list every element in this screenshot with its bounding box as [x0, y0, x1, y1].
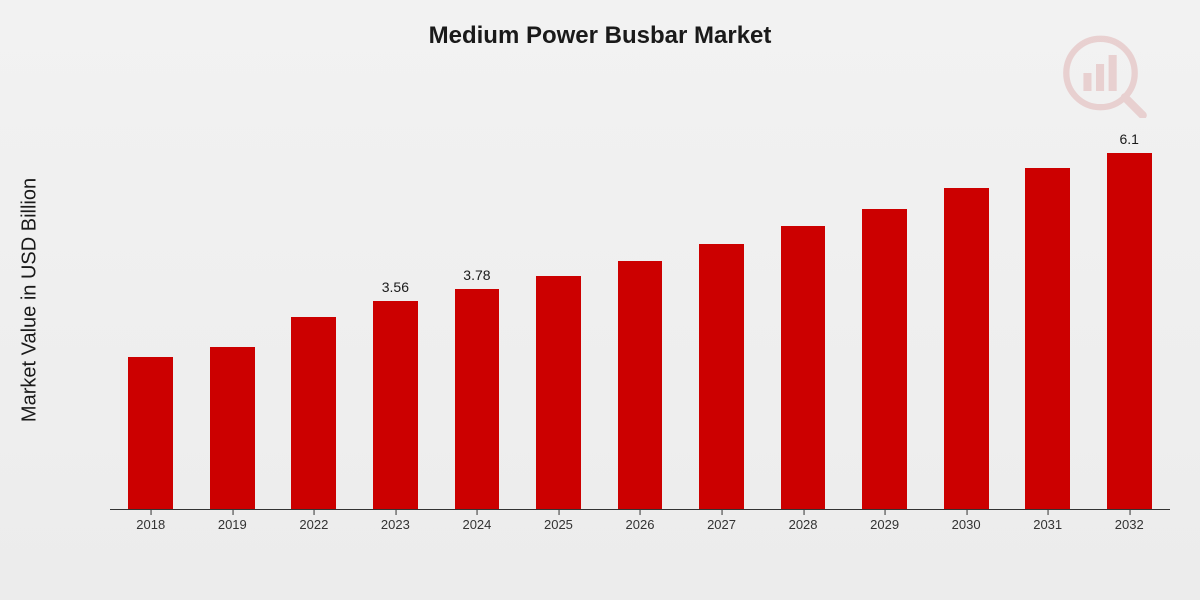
data-bar: [455, 289, 500, 509]
bar-value-label: 3.78: [463, 267, 490, 283]
data-bar: [291, 317, 336, 509]
data-bar: [536, 276, 581, 509]
x-tick-label: 2026: [626, 517, 655, 532]
data-bar: [944, 188, 989, 509]
data-bar: [618, 261, 663, 509]
data-bar: [862, 209, 907, 509]
chart-title: Medium Power Busbar Market: [0, 0, 1200, 50]
data-bar: [373, 301, 418, 509]
x-tick-label: 2025: [544, 517, 573, 532]
x-tick-label: 2022: [299, 517, 328, 532]
x-tick-label: 2029: [870, 517, 899, 532]
x-tick-label: 2030: [952, 517, 981, 532]
y-axis-label: Market Value in USD Billion: [19, 56, 42, 300]
bar-value-label: 6.1: [1119, 131, 1138, 147]
data-bar: [1025, 168, 1070, 509]
bar-value-label: 3.56: [382, 279, 409, 295]
x-tick-label: 2028: [789, 517, 818, 532]
data-bar: [128, 357, 173, 509]
data-bar: [210, 347, 255, 509]
data-bar: [781, 226, 826, 509]
x-tick-label: 2018: [136, 517, 165, 532]
data-bar: [699, 244, 744, 509]
x-tick-label: 2019: [218, 517, 247, 532]
bar-chart: 2018 2019 2022 2023 3.56 2024 3.78 2025 2026 2027…: [110, 100, 1170, 540]
x-tick-label: 2032: [1115, 517, 1144, 532]
x-tick-label: 2031: [1033, 517, 1062, 532]
data-bar: [1107, 153, 1152, 509]
plot-area: 20182019202220233.5620243.78202520262027…: [110, 130, 1170, 510]
x-tick-label: 2024: [462, 517, 491, 532]
x-tick-label: 2023: [381, 517, 410, 532]
x-tick-label: 2027: [707, 517, 736, 532]
